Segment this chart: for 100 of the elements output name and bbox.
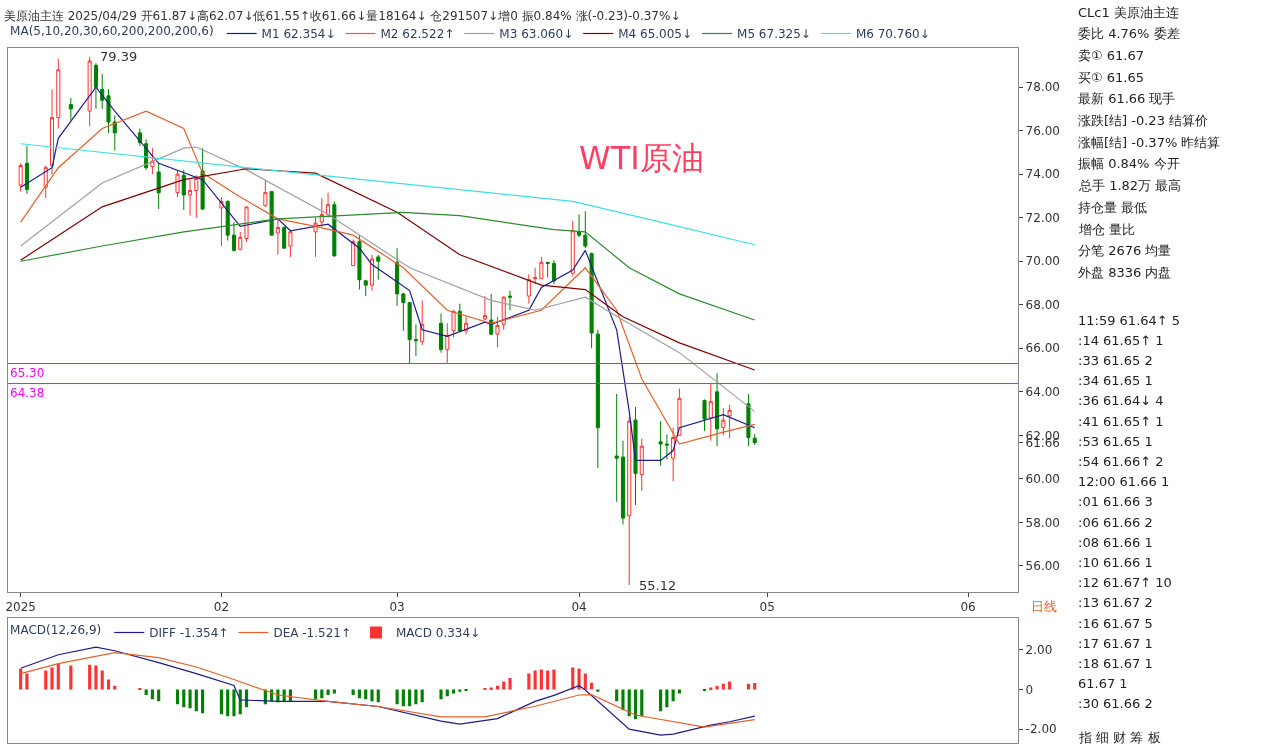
- candlestick: [664, 433, 669, 460]
- candlestick: [269, 191, 274, 236]
- bar: [451, 689, 456, 694]
- y-tick-label: -2.00: [1025, 722, 1057, 737]
- bar: [175, 689, 180, 705]
- candlestick: [225, 199, 230, 242]
- text: 外盘 8336 内盘: [1078, 265, 1172, 280]
- text: CLc1 美原油主连: [1078, 5, 1179, 20]
- candlestick: [445, 322, 450, 365]
- bar: [615, 689, 619, 702]
- y-tick-label: 72.00: [1025, 210, 1060, 225]
- bar: [194, 689, 198, 712]
- text: 委比 4.76% 委差: [1078, 26, 1180, 41]
- text: :01 61.66 3: [1078, 494, 1153, 509]
- candlestick: [24, 145, 29, 195]
- bar: [157, 689, 161, 702]
- candlestick: [112, 114, 117, 151]
- candlestick: [746, 393, 751, 447]
- candlestick: [175, 169, 180, 198]
- legend-label: M2 62.522↑: [380, 27, 455, 42]
- candlestick: [671, 427, 676, 482]
- candlestick: [56, 58, 61, 130]
- candlestick: [150, 147, 155, 175]
- candlestick: [627, 416, 632, 586]
- bar: [332, 689, 336, 694]
- annotation: WTI原油: [579, 139, 704, 177]
- bar: [100, 670, 104, 690]
- candlestick: [18, 162, 23, 193]
- bar: [370, 689, 374, 702]
- candlestick: [495, 316, 500, 348]
- text: :08 61.66 1: [1078, 535, 1153, 550]
- bar: [546, 670, 550, 690]
- x-tick-label: 02: [213, 600, 230, 615]
- text: 11:59 61.64↑ 5: [1078, 313, 1181, 328]
- bar: [596, 689, 600, 692]
- bar: [226, 689, 230, 717]
- candlestick: [313, 217, 318, 258]
- legend-label: M3 63.060↓: [499, 27, 574, 42]
- bar: [44, 670, 48, 690]
- candlestick: [351, 238, 356, 267]
- candlestick: [288, 230, 293, 258]
- candlestick: [188, 179, 193, 217]
- text: :06 61.66 2: [1078, 515, 1153, 530]
- annotation: 79.39: [100, 49, 138, 64]
- candlestick: [231, 221, 237, 252]
- candlestick: [244, 206, 249, 243]
- bar: [633, 689, 638, 720]
- bar: [709, 687, 713, 690]
- candlestick: [658, 420, 663, 467]
- legend-label: M4 65.005↓: [618, 27, 693, 42]
- text: 振幅 0.84% 今开: [1078, 156, 1180, 171]
- x-tick-label: 05: [759, 600, 775, 615]
- text: :53 61.65 1: [1078, 434, 1153, 449]
- candlestick: [677, 388, 682, 436]
- candlestick: [106, 88, 111, 134]
- candlestick: [620, 440, 625, 526]
- legend-label: M1 62.354↓: [261, 27, 336, 42]
- candlestick: [457, 303, 462, 333]
- bar: [508, 677, 512, 690]
- candlestick: [369, 254, 375, 292]
- text: 持仓量 最低: [1078, 200, 1148, 215]
- candlestick: [238, 231, 243, 251]
- candlestick: [363, 279, 368, 297]
- bar: [577, 668, 581, 690]
- candlestick: [219, 196, 224, 247]
- bar: [182, 689, 186, 708]
- candlestick: [376, 254, 381, 281]
- candlestick: [357, 234, 362, 291]
- candlestick: [570, 220, 575, 277]
- candlestick: [93, 62, 98, 110]
- bar: [364, 689, 368, 700]
- text: :34 61.65 1: [1078, 373, 1153, 388]
- bar: [313, 689, 318, 700]
- bar: [445, 689, 449, 697]
- candlestick: [583, 210, 588, 249]
- bar: [552, 669, 556, 690]
- bar: [320, 689, 324, 699]
- bar: [188, 689, 192, 709]
- text: 买① 61.65: [1078, 70, 1145, 85]
- y-tick-label: 56.00: [1025, 559, 1060, 574]
- bar: [201, 689, 205, 714]
- text: :33 61.65 2: [1078, 353, 1153, 368]
- candlestick: [708, 383, 713, 442]
- y-tick-label: 68.00: [1025, 297, 1060, 312]
- y-tick-label: 70.00: [1025, 254, 1060, 269]
- text: :30 61.66 2: [1078, 696, 1153, 711]
- candlestick: [752, 433, 757, 446]
- y-tick-label: 0: [1025, 682, 1034, 697]
- candlestick: [721, 407, 726, 436]
- text: :10 61.66 1: [1078, 555, 1153, 570]
- text: 分笔 2676 均量: [1078, 243, 1172, 258]
- bar: [19, 668, 23, 690]
- candlestick: [595, 329, 600, 469]
- bar: [408, 689, 412, 707]
- bar: [420, 689, 424, 703]
- legend-title: MACD(12,26,9): [10, 622, 102, 637]
- bar: [50, 667, 54, 690]
- candlestick: [68, 97, 73, 121]
- candlestick: [533, 267, 538, 285]
- bar: [69, 665, 73, 690]
